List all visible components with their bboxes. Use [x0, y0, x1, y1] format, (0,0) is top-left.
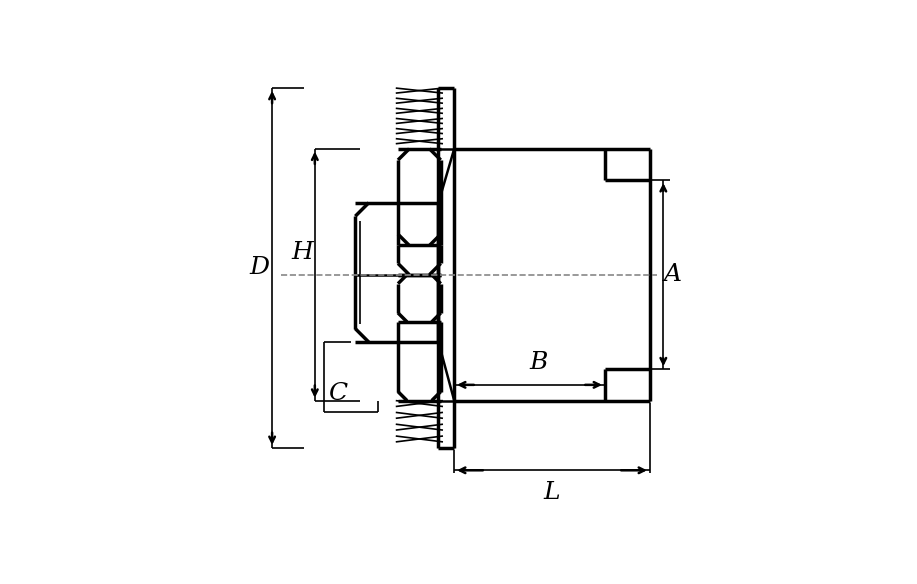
- Text: C: C: [327, 383, 347, 405]
- Text: B: B: [529, 351, 547, 374]
- Text: H: H: [292, 241, 313, 264]
- Text: A: A: [664, 263, 682, 286]
- Text: D: D: [249, 256, 270, 279]
- Text: L: L: [544, 481, 560, 504]
